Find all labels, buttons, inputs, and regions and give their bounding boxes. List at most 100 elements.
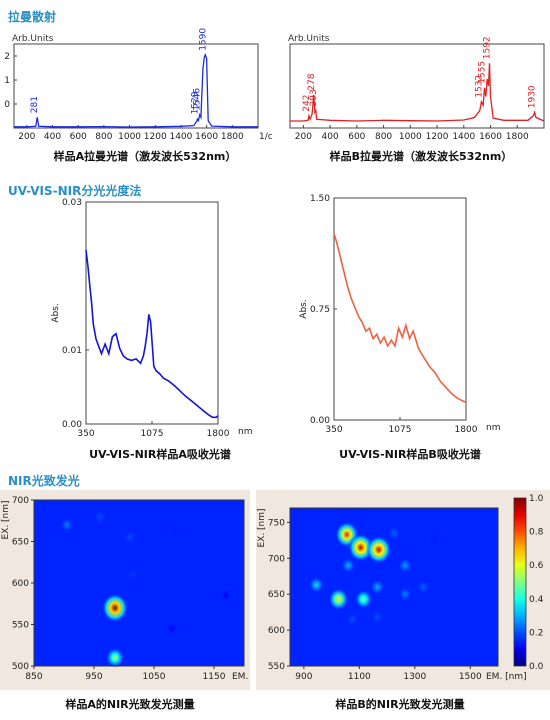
x-tick-label: 1075 [389,425,412,435]
uv-b-chart: 350 1075 1800 0.00 0.75 1.50 nm Abs. [299,194,500,435]
x-tick-label: 1800 [221,132,244,142]
emission-spot [169,523,181,535]
colorbar-tick-label: 0.8 [529,528,544,538]
y-tick-label: 0.00 [310,416,330,426]
x-tick-label: 350 [325,425,342,435]
y-axis-label: EX. [nm] [1,500,11,539]
uv-a-chart: 350 1075 1800 0.00 0.01 0.03 nm Abs. [51,198,252,439]
peak-label: 293 [309,89,319,106]
pl-a-chart: 850 950 1050 1150 500 550 600 650 700 EM. EX. [nm] [0,490,250,690]
x-tick-label: 600 [348,132,365,142]
x-tick-label: 600 [70,132,87,142]
section-title-nir: NIR光致发光 [8,474,80,488]
peak-label: 1529 [191,91,201,114]
x-tick-label: 200 [18,132,35,142]
x-axis-label: EM. [232,672,248,682]
y-tick-label: 750 [268,518,285,528]
x-unit-label: nm [486,423,500,433]
y-axis-label: Abs. [51,303,61,322]
emission-spot [370,579,385,595]
emission-spot [309,576,324,593]
emission-spot [102,593,128,623]
y-tick-label: 2 [4,52,10,62]
y-tick-label: 650 [268,590,285,600]
y-tick-label: 0.03 [62,198,82,208]
peak-label: 278 [307,73,317,90]
y-tick-label: 700 [12,496,29,506]
colorbar-tick-label: 1.0 [529,494,544,504]
emission-spot [94,510,106,523]
raman-a-caption: 样品A拉曼光谱（激发波长532nm） [53,150,237,163]
y-tick-label: 1.50 [310,194,330,204]
x-tick-label: 1500 [459,672,482,682]
peak-label: 1592 [482,36,492,59]
colorbar [513,497,527,667]
colorbar-tick-label: 0.2 [529,628,543,638]
pl-b-caption: 样品B的NIR光致发光测量 [335,698,465,711]
x-unit-label: nm [238,427,252,437]
emission-spot [346,612,359,626]
raman-a-chart: Arb.Units 200 400 600 800 1000 1200 1400 1600 180… [4,28,272,142]
y-tick-label: 700 [268,554,285,564]
y-tick-label: 600 [12,579,29,589]
emission-spot [60,518,74,532]
y-axis-label: EX. [nm] [257,508,267,547]
emission-spot [371,610,384,624]
x-tick-label: 950 [85,672,102,682]
y-tick-label: 1 [4,76,10,86]
x-tick-label: 400 [44,132,61,142]
peak-label: 1590 [198,28,208,51]
y-tick-label: 0.75 [310,305,330,315]
x-tick-label: 350 [77,429,94,439]
x-tick-label: 1400 [452,132,475,142]
pl-b-chart: 900 1100 1300 1500 550 600 650 700 750 EM. [nm] EX… [256,490,550,690]
x-tick-label: 1800 [207,429,230,439]
y-tick-label: 0.00 [62,420,82,430]
emission-spot [328,588,349,611]
x-tick-label: 800 [95,132,112,142]
emission-spot [166,623,178,635]
x-tick-label: 1000 [118,132,141,142]
x-tick-label: 400 [322,132,339,142]
y-tick-label: 0.01 [62,346,82,356]
emission-spot [388,526,400,540]
x-tick-label: 1600 [479,132,502,142]
uv-a-caption: UV-VIS-NIR样品A吸收光谱 [89,448,231,461]
y-axis-label: Abs. [299,299,309,318]
emission-spot [417,580,430,594]
series-line [85,250,219,419]
emission-spot [398,587,412,602]
x-tick-label: 1300 [403,672,426,682]
peak-label: 281 [30,96,40,113]
emission-spot [398,558,412,573]
x-tick-label: 1000 [399,132,422,142]
x-tick-label: 200 [295,132,312,142]
x-tick-label: 1400 [169,132,192,142]
x-axis-label: EM. [nm] [486,672,527,682]
x-tick-label: 800 [375,132,392,142]
raman-b-chart: Arb.Units 200 400 600 800 1000 1200 1400 1600 180… [288,34,545,142]
emission-spot [220,589,232,602]
peak-label: 242 [302,95,312,112]
x-tick-label: 1800 [455,425,478,435]
series-line [14,53,258,128]
pl-a-caption: 样品A的NIR光致发光测量 [65,698,195,711]
x-tick-label: 1050 [143,672,166,682]
x-tick-label: 1150 [203,672,226,682]
section-title-uvvis: UV-VIS-NIR分光光度法 [8,184,142,198]
peak-label: 1546 [193,88,203,111]
series-line [333,233,467,403]
x-tick-label: 1200 [426,132,449,142]
y-tick-label: 650 [12,538,29,548]
emission-spot [366,535,392,564]
y-tick-label: 550 [268,662,285,672]
plot-frame [289,43,545,129]
section-title-raman: 拉曼散射 [8,10,57,24]
series-line [290,63,545,122]
emission-spot [354,589,372,609]
emission-spot [428,534,440,547]
x-unit-label: 1/cm [259,132,272,142]
plot-frame [289,507,499,667]
y-tick-label: 500 [12,662,29,672]
peak-label: 1555 [478,61,488,84]
